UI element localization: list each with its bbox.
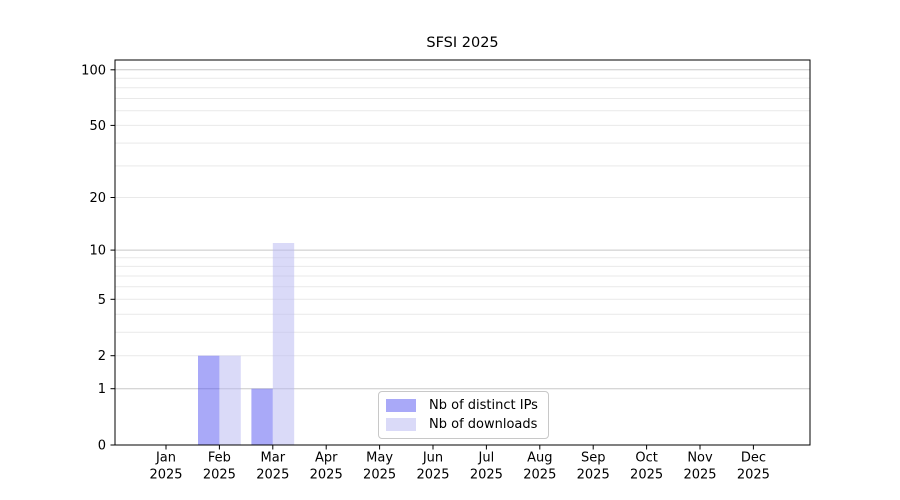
legend-swatch-downloads [386,418,416,431]
x-tick-label-year: 2025 [523,468,556,483]
x-tick-label-year: 2025 [256,468,289,483]
x-tick-label-month: Apr [315,451,338,466]
x-tick-label-year: 2025 [577,468,610,483]
chart-title: SFSI 2025 [426,35,499,51]
x-tick-label-month: Jan [155,451,176,466]
y-tick-label: 20 [89,191,106,206]
x-tick-label-year: 2025 [470,468,503,483]
legend-label-distinct-ips: Nb of distinct IPs [429,398,538,413]
bar-feb-series1 [219,355,241,445]
x-tick-label-month: May [366,451,393,466]
legend-swatch-distinct-ips [386,399,416,412]
x-tick-label-year: 2025 [737,468,770,483]
x-tick-label-month: Oct [635,451,657,466]
bar-mar-series0 [251,388,273,445]
x-tick-label-month: Jul [478,451,495,466]
legend-label-downloads: Nb of downloads [429,417,538,432]
y-tick-label: 100 [81,63,106,78]
x-tick-label-year: 2025 [630,468,663,483]
x-tick-label-month: Mar [261,451,286,466]
y-tick-label: 0 [98,439,106,454]
x-tick-label-month: Dec [741,451,766,466]
y-tick-label: 5 [98,293,106,308]
legend-item-distinct-ips: Nb of distinct IPs [386,396,538,415]
x-tick-label-month: Sep [581,451,606,466]
x-tick-label-year: 2025 [416,468,449,483]
legend: Nb of distinct IPs Nb of downloads [378,391,549,439]
bar-mar-series1 [272,243,295,445]
axes-frame [114,59,811,446]
x-tick-label-year: 2025 [683,468,716,483]
y-tick-label: 2 [98,349,106,364]
x-tick-label-year: 2025 [310,468,343,483]
x-tick-label-year: 2025 [149,468,182,483]
legend-item-downloads: Nb of downloads [386,415,538,434]
bar-feb-series0 [198,355,220,445]
x-tick-label-month: Feb [208,451,231,466]
x-tick-label-year: 2025 [203,468,236,483]
y-tick-label: 50 [89,119,106,134]
x-tick-label-year: 2025 [363,468,396,483]
x-tick-label-month: Jun [422,451,443,466]
x-tick-label-month: Nov [687,451,713,466]
y-tick-label: 1 [98,382,106,397]
y-tick-label: 10 [89,244,106,259]
x-tick-label-month: Aug [527,451,552,466]
